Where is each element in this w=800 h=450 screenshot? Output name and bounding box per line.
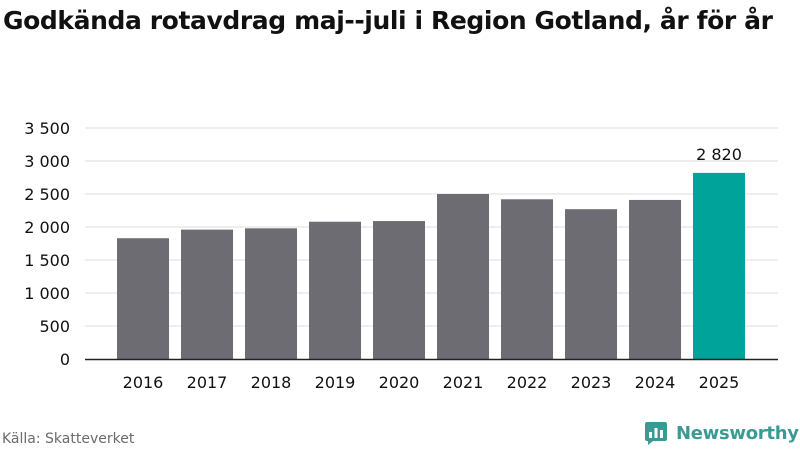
bar-2016: [117, 238, 169, 359]
x-tick-label: 2025: [699, 373, 740, 392]
source-note: Källa: Skatteverket: [2, 431, 135, 447]
x-tick-label: 2018: [251, 373, 292, 392]
y-tick-label: 3 500: [24, 119, 70, 138]
brand-name: Newsworthy: [676, 422, 799, 444]
bar-2022: [501, 199, 553, 359]
y-tick-label: 1 000: [24, 284, 70, 303]
bar-2025: [693, 172, 745, 359]
data-label: 2 820: [696, 145, 742, 164]
y-tick-label: 1 500: [24, 251, 70, 270]
y-tick-label: 0: [60, 350, 70, 369]
bar-2018: [245, 228, 297, 359]
bars: [117, 172, 745, 359]
brand-logo[interactable]: Newsworthy: [644, 420, 799, 446]
y-tick-label: 500: [39, 317, 70, 336]
x-tick-label: 2021: [443, 373, 484, 392]
x-axis-tick-labels: 2016 2017 2018 2019 2020 2021 2022 2023 2024 2025: [123, 373, 740, 392]
newsworthy-logo-icon: [645, 422, 667, 445]
y-tick-label: 2 500: [24, 185, 70, 204]
bar-2020: [373, 221, 425, 359]
bar-2017: [181, 229, 233, 359]
data-labels: 2 820: [696, 145, 742, 164]
bar-2019: [309, 221, 361, 359]
x-tick-label: 2023: [571, 373, 612, 392]
x-tick-label: 2024: [635, 373, 676, 392]
x-tick-label: 2016: [123, 373, 164, 392]
x-tick-label: 2022: [507, 373, 548, 392]
bar-2024: [629, 199, 681, 359]
bar-2021: [437, 194, 489, 359]
x-tick-label: 2020: [379, 373, 420, 392]
bar-2023: [565, 209, 617, 359]
x-tick-label: 2017: [187, 373, 228, 392]
x-tick-label: 2019: [315, 373, 356, 392]
y-tick-label: 2 000: [24, 218, 70, 237]
y-axis-tick-labels: 0 500 1 000 1 500 2 000 2 500 3 000 3 500: [24, 119, 70, 369]
y-tick-label: 3 000: [24, 152, 70, 171]
chart-title: Godkända rotavdrag maj--juli i Region Go…: [3, 6, 773, 35]
